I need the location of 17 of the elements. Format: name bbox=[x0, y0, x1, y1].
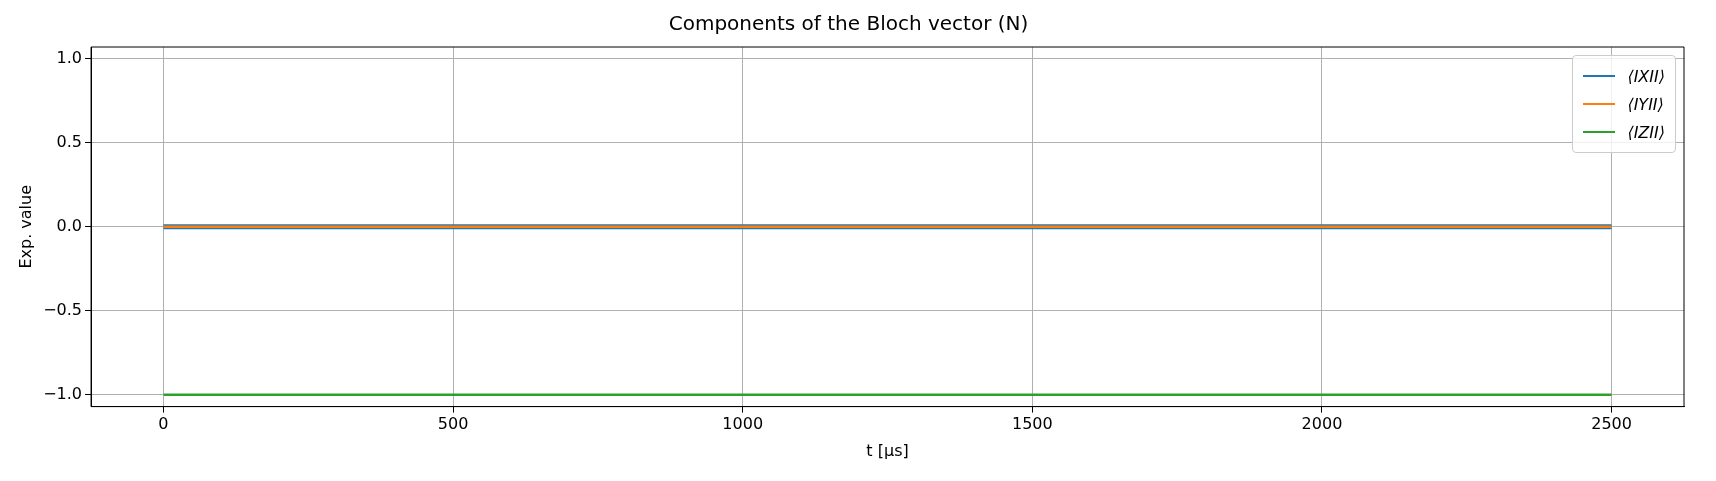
x-axis-title: t [μs] bbox=[866, 440, 909, 460]
x-tick-label: 2500 bbox=[1591, 414, 1632, 434]
y-tick-label: −0.5 bbox=[43, 299, 83, 319]
x-tick-label: 500 bbox=[437, 414, 469, 434]
y-tick-label: 0.0 bbox=[56, 215, 83, 235]
y-axis-title: Exp. value bbox=[15, 185, 35, 269]
y-tick-label: 1.0 bbox=[56, 47, 83, 67]
legend-label: ⟨IYII⟩ bbox=[1627, 94, 1664, 114]
x-tick-label: 2000 bbox=[1301, 414, 1343, 434]
legend-label: ⟨IZII⟩ bbox=[1627, 122, 1665, 142]
chart-title: Components of the Bloch vector (N) bbox=[668, 11, 1029, 36]
x-tick-label: 1000 bbox=[722, 414, 764, 434]
legend-label: ⟨IXII⟩ bbox=[1627, 66, 1665, 86]
y-tick-label: 0.5 bbox=[56, 131, 83, 151]
y-tick-label: −1.0 bbox=[43, 383, 83, 403]
x-tick-label: 1500 bbox=[1011, 414, 1053, 434]
x-tick-label: 0 bbox=[158, 414, 169, 434]
